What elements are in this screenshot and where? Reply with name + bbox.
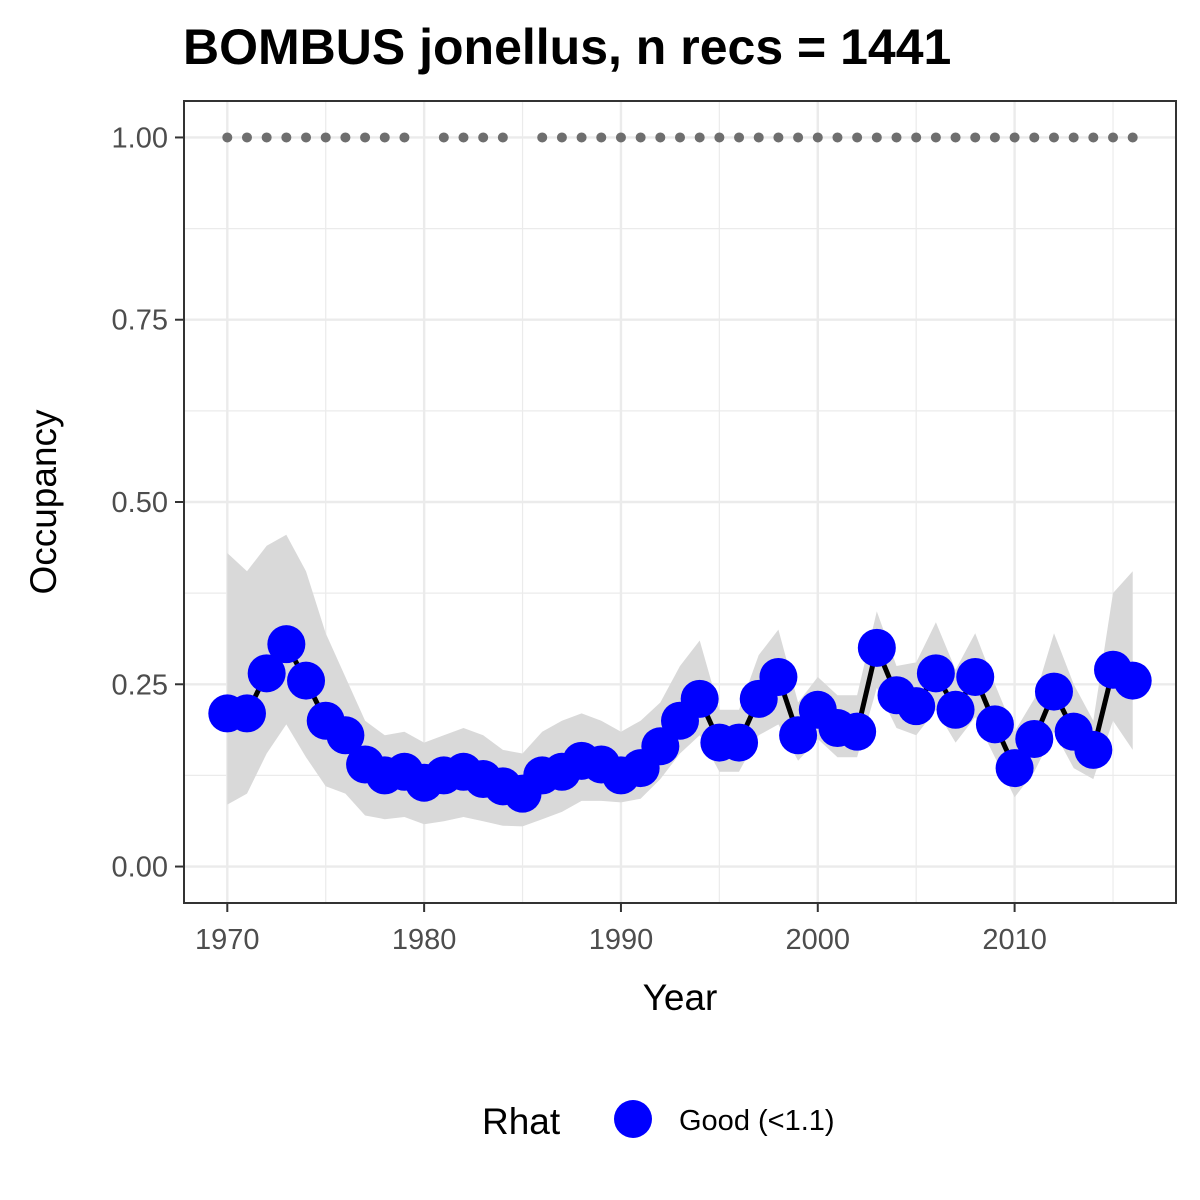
record-dot <box>1127 132 1138 143</box>
record-dot <box>576 132 587 143</box>
record-dot <box>635 132 646 143</box>
chart-title: BOMBUS jonellus, n recs = 1441 <box>183 19 951 75</box>
record-dot <box>891 132 902 143</box>
y-axis-title: Occupancy <box>23 409 64 595</box>
record-dot <box>320 132 331 143</box>
occupancy-point <box>916 654 955 693</box>
x-tick-label: 2010 <box>982 924 1047 956</box>
record-dot <box>222 132 233 143</box>
occupancy-point <box>759 657 798 696</box>
record-dot <box>753 132 764 143</box>
x-tick-label: 1990 <box>589 924 654 956</box>
record-dot <box>812 132 823 143</box>
record-dot <box>1108 132 1119 143</box>
record-dot <box>379 132 390 143</box>
record-dot <box>478 132 489 143</box>
record-dot <box>458 132 469 143</box>
record-dot <box>793 132 804 143</box>
legend-key-good <box>614 1100 652 1138</box>
record-years-dots <box>222 132 1138 143</box>
record-dot <box>556 132 567 143</box>
occupancy-point <box>680 679 719 718</box>
occupancy-point <box>956 657 995 696</box>
occupancy-point <box>995 749 1034 788</box>
record-dot <box>497 132 508 143</box>
record-dot <box>694 132 705 143</box>
y-tick-label: 0.75 <box>112 305 168 337</box>
y-tick-label: 1.00 <box>112 122 168 154</box>
y-tick-label: 0.50 <box>112 487 168 519</box>
occupancy-point <box>720 723 759 762</box>
record-dot <box>773 132 784 143</box>
legend: Rhat Good (<1.1) <box>482 1100 835 1142</box>
record-dot <box>399 132 410 143</box>
record-dot <box>261 132 272 143</box>
occupancy-point <box>247 654 286 693</box>
occupancy-point <box>936 690 975 729</box>
record-dot <box>911 132 922 143</box>
occupancy-point <box>287 661 326 700</box>
record-dot <box>1048 132 1059 143</box>
occupancy-point <box>227 694 266 733</box>
x-axis: 1970 1980 1990 2000 2010 <box>195 903 1047 956</box>
record-dot <box>615 132 626 143</box>
occupancy-point <box>326 716 365 755</box>
occupancy-point <box>1074 730 1113 769</box>
record-dot <box>989 132 1000 143</box>
record-dot <box>734 132 745 143</box>
plot-panel <box>183 100 1177 904</box>
credible-interval-ribbon <box>227 534 1133 827</box>
x-tick-label: 2000 <box>786 924 851 956</box>
record-dot <box>714 132 725 143</box>
record-dot <box>596 132 607 143</box>
occupancy-point <box>838 712 877 751</box>
legend-label-good: Good (<1.1) <box>679 1105 835 1137</box>
occupancy-point <box>1113 661 1152 700</box>
record-dot <box>970 132 981 143</box>
y-tick-label: 0.00 <box>112 852 168 884</box>
record-dot <box>675 132 685 143</box>
occupancy-points <box>208 625 1152 813</box>
record-dot <box>301 132 312 143</box>
record-dot <box>655 132 666 143</box>
occupancy-point <box>897 687 936 726</box>
x-tick-label: 1980 <box>392 924 457 956</box>
occupancy-point <box>267 625 306 664</box>
record-dot <box>950 132 961 143</box>
record-dot <box>1009 132 1020 143</box>
occupancy-point <box>857 628 896 667</box>
legend-title: Rhat <box>482 1101 561 1142</box>
record-dot <box>340 132 351 143</box>
record-dot <box>1088 132 1099 143</box>
record-dot <box>241 132 252 143</box>
record-dot <box>438 132 449 143</box>
record-dot <box>1029 132 1040 143</box>
x-tick-label: 1970 <box>195 924 260 956</box>
record-dot <box>871 132 882 143</box>
record-dot <box>281 132 292 143</box>
record-dot <box>360 132 371 143</box>
occupancy-point <box>975 705 1014 744</box>
record-dot <box>930 132 941 143</box>
y-tick-label: 0.25 <box>112 669 168 701</box>
record-dot <box>1068 132 1079 143</box>
occupancy-point <box>1015 719 1054 758</box>
record-dot <box>852 132 863 143</box>
occupancy-point <box>1034 672 1073 711</box>
y-axis: 0.00 0.25 0.50 0.75 1.00 <box>112 122 184 884</box>
record-dot <box>537 132 548 143</box>
record-dot <box>832 132 843 143</box>
x-axis-title: Year <box>643 977 718 1018</box>
